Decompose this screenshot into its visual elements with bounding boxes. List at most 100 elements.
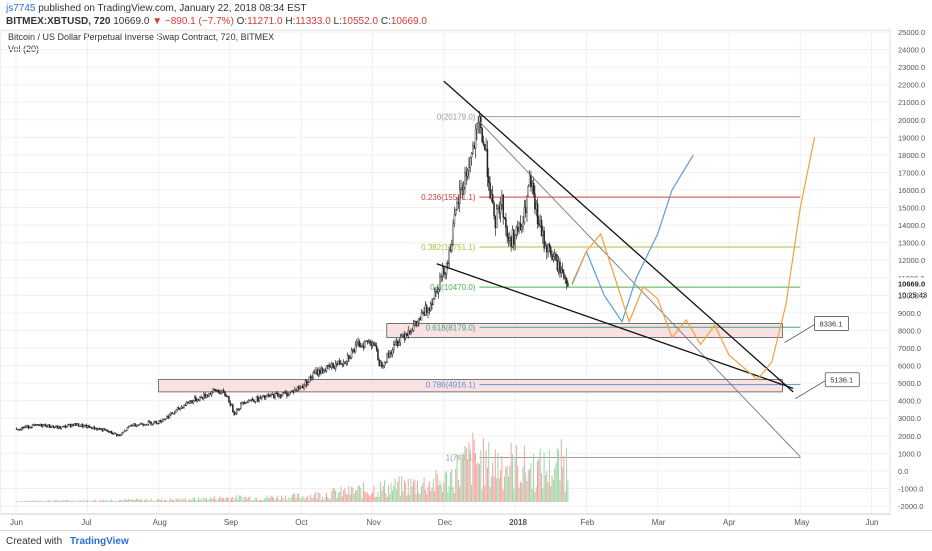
candle-body [190,401,191,402]
volume-bar [273,498,274,502]
y-tick-label: 17000.0 [898,168,925,177]
candle-body [228,396,229,402]
candle-body [151,422,152,424]
volume-bar [516,445,517,502]
candle-body [24,427,25,428]
volume-bar [77,500,78,502]
volume-bar [169,500,170,502]
volume-bar [414,480,415,502]
volume-bar [78,501,79,502]
candle-body [472,146,473,153]
volume-bar [81,500,82,502]
volume-bar [442,492,443,502]
volume-bar [376,497,377,502]
volume-bar [464,446,465,502]
tradingview-logo[interactable]: TradingView [70,536,129,547]
candle-body [380,362,381,365]
volume-bar [325,497,326,502]
candle-body [342,364,343,365]
candle-body [293,390,294,392]
volume-bar [166,500,167,502]
candle-body [442,268,443,277]
volume-bar [450,472,451,502]
candle-body [246,402,247,403]
candle-body [116,434,117,436]
x-tick-label: 2018 [509,518,527,527]
volume-bar [74,501,75,502]
candle-body [447,263,448,264]
candle-body [289,392,290,395]
candle-body [112,433,113,434]
volume-bar [199,500,200,502]
candle-body [559,262,560,273]
volume-bar [140,500,141,502]
volume-bar [52,501,53,502]
x-tick-label: Jun [10,518,23,527]
candle-body [310,377,311,379]
volume-bar [151,498,152,502]
volume-bar [264,499,265,502]
volume-bar [462,453,463,502]
volume-bar [40,501,41,502]
candle-body [85,425,86,426]
x-tick-label: Aug [153,518,167,527]
candle-body [236,409,237,413]
price-chart[interactable]: Bitcoin / US Dollar Perpetual Inverse Sw… [0,0,932,530]
volume-bar [563,456,564,502]
volume-bar [565,491,566,502]
y-tick-label: 19000.0 [898,133,925,142]
candle-body [45,424,46,426]
created-with-text: Created with [6,536,62,547]
volume-bar [265,498,266,502]
y-tick-label: 12000.0 [898,256,925,265]
candle-body [240,404,241,409]
volume-bar [421,486,422,502]
volume-bar [272,497,273,502]
candle-body [199,397,200,400]
volume-bar [191,500,192,502]
candle-body [174,412,175,413]
candle-body [384,362,385,365]
volume-bar [493,477,494,502]
volume-bar [347,495,348,502]
candle-body [115,433,116,434]
volume-bar [471,485,472,502]
candle-body [321,368,322,373]
candle-body [305,381,306,385]
volume-bar [478,462,479,502]
candle-body [110,431,111,432]
candle-body [194,397,195,400]
candle-body [475,129,476,148]
callout-label: 5136.1 [830,376,853,385]
volume-bar [492,462,493,502]
volume-bar [124,499,125,502]
volume-bar [118,501,119,502]
volume-bar [261,500,262,502]
candle-body [104,429,105,430]
volume-bar [437,474,438,502]
volume-bar [190,500,191,502]
candle-body [143,424,144,425]
volume-bar [21,501,22,502]
volume-bar [331,491,332,502]
candle-body [44,424,45,425]
volume-bar [333,488,334,502]
candle-body [461,188,462,190]
candle-body [362,345,363,346]
candle-body [443,268,444,274]
candle-body [372,343,373,345]
volume-bar [210,497,211,502]
volume-bar [393,486,394,502]
candle-body [122,433,123,435]
volume-bar [156,500,157,502]
volume-bar [249,497,250,502]
x-tick-label: Sep [224,518,239,527]
candle-body [170,413,171,415]
volume-bar [479,464,480,502]
volume-bar [371,494,372,502]
volume-bar [36,501,37,502]
volume-bar [128,499,129,502]
y-tick-label: 14000.0 [898,221,925,230]
candle-body [414,321,415,325]
